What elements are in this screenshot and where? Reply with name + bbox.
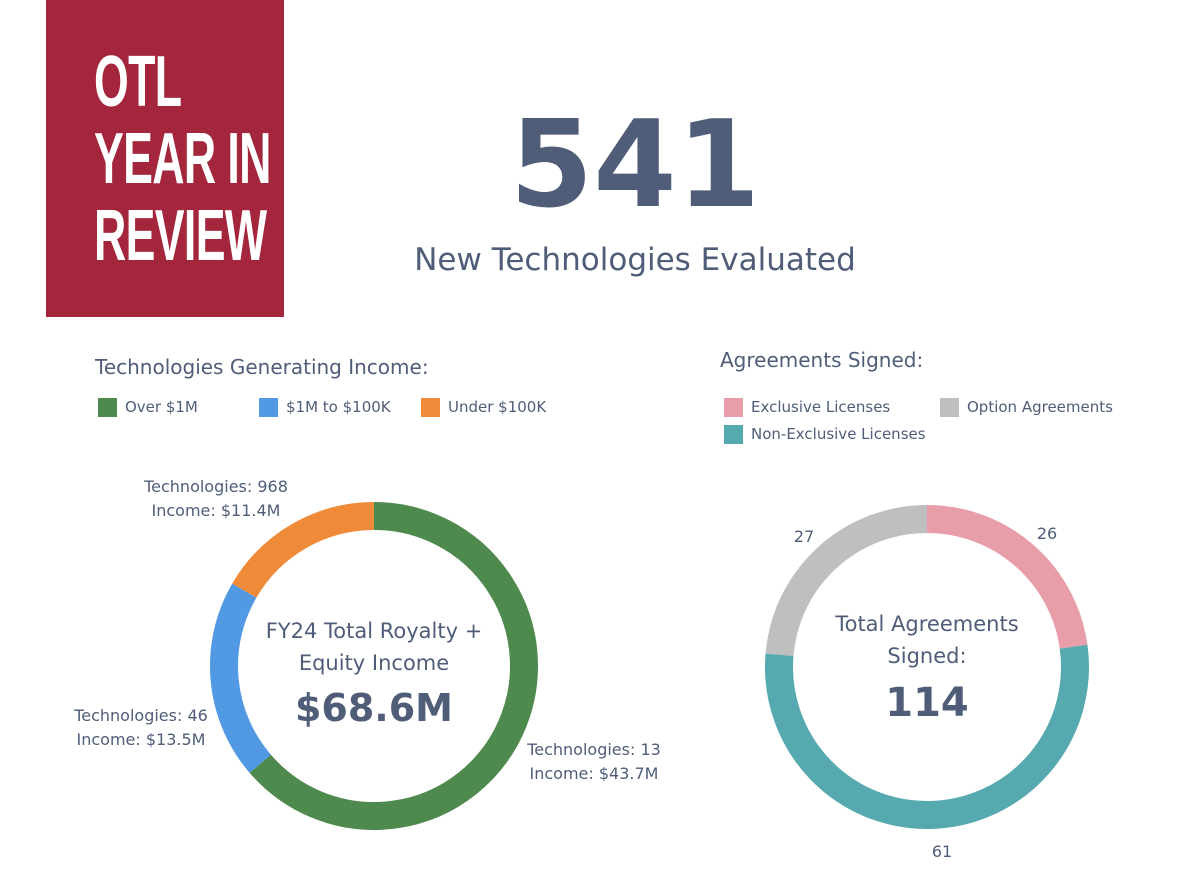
legend-item-over-1m: Over $1M	[98, 397, 198, 417]
agreements-center-line-2: Signed:	[887, 644, 966, 668]
otl-logo: OTL YEAR IN REVIEW	[46, 0, 284, 317]
agreements-label-exclusive: 26	[1037, 524, 1057, 543]
income-label-1m-to-100k-income: Income: $13.5M	[77, 730, 206, 749]
legend-swatch-option	[940, 397, 959, 417]
agreements-slice-exclusive-licenses	[926, 505, 1088, 649]
agreements-slice-option-agreements	[765, 505, 928, 657]
legend-item-exclusive: Exclusive Licenses	[724, 397, 890, 417]
income-label-under-100k-techs: Technologies: 968	[143, 477, 288, 496]
income-slice-under-100k	[232, 502, 375, 598]
logo-line-1: OTL	[94, 42, 182, 122]
legend-label-over-1m: Over $1M	[125, 398, 198, 416]
income-center-line-1: FY24 Total Royalty +	[266, 619, 483, 643]
legend-label-1m-to-100k: $1M to $100K	[286, 398, 391, 416]
income-label-over-1m-income: Income: $43.7M	[530, 764, 659, 783]
income-section-title: Technologies Generating Income:	[95, 355, 429, 379]
agreements-label-non-exclusive: 61	[932, 842, 952, 861]
income-center-value: $68.6M	[295, 686, 453, 730]
income-label-1m-to-100k-techs: Technologies: 46	[73, 706, 208, 725]
legend-swatch-under-100k	[421, 397, 440, 417]
legend-item-under-100k: Under $100K	[421, 397, 546, 417]
income-donut	[210, 502, 538, 830]
legend-label-option: Option Agreements	[967, 398, 1113, 416]
agreements-center-line-1: Total Agreements	[834, 612, 1018, 636]
legend-swatch-non-exclusive	[724, 424, 743, 444]
new-technologies-count: 541	[509, 96, 761, 235]
agreements-center-value: 114	[885, 680, 969, 726]
legend-label-exclusive: Exclusive Licenses	[751, 398, 891, 416]
legend-swatch-exclusive	[724, 397, 743, 417]
income-slice-1m-to-100k	[210, 583, 272, 773]
logo-line-2: YEAR IN	[94, 119, 271, 199]
agreements-donut	[765, 505, 1089, 829]
agreements-section-title: Agreements Signed:	[720, 348, 924, 372]
legend-label-non-exclusive: Non-Exclusive Licenses	[751, 425, 926, 443]
new-technologies-caption: New Technologies Evaluated	[414, 242, 856, 278]
legend-item-non-exclusive: Non-Exclusive Licenses	[724, 424, 926, 444]
legend-item-1m-to-100k: $1M to $100K	[259, 397, 391, 417]
income-center-line-2: Equity Income	[299, 651, 449, 675]
income-label-under-100k-income: Income: $11.4M	[152, 501, 281, 520]
legend-item-option: Option Agreements	[940, 397, 1113, 417]
agreements-label-option: 27	[794, 527, 814, 546]
legend-swatch-1m-to-100k	[259, 397, 278, 417]
logo-line-3: REVIEW	[94, 196, 267, 276]
income-slice-over-1m	[249, 502, 538, 830]
agreements-slice-non-exclusive-licenses	[765, 644, 1089, 829]
legend-swatch-over-1m	[98, 397, 117, 417]
income-label-over-1m-techs: Technologies: 13	[526, 740, 661, 759]
legend-label-under-100k: Under $100K	[448, 398, 547, 416]
